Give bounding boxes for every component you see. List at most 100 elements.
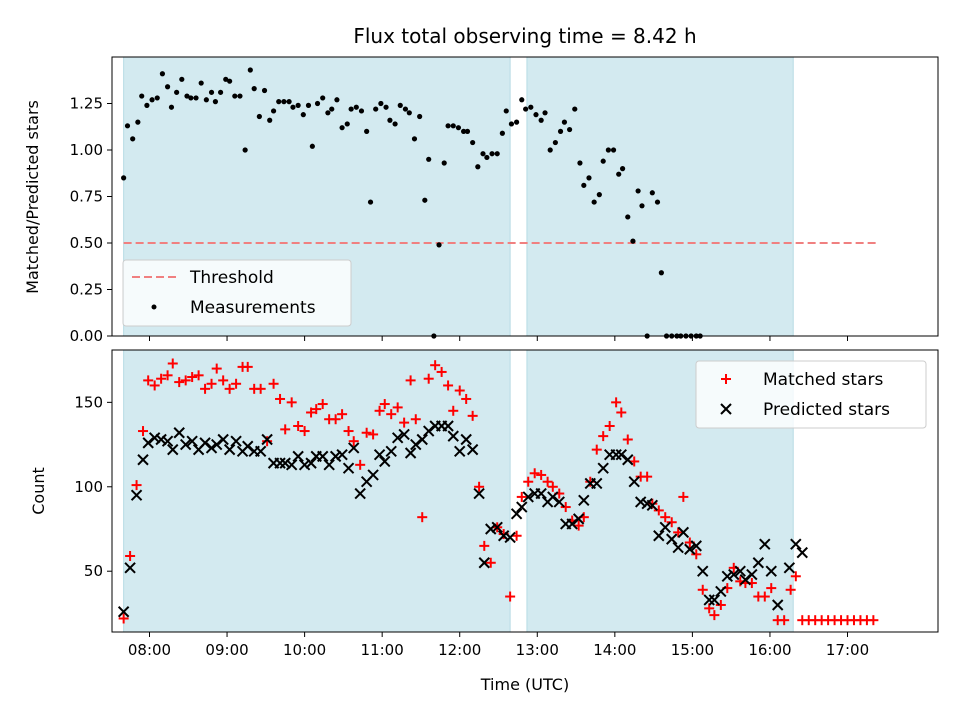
measurement-point: [121, 175, 127, 181]
matched-star-point: [868, 615, 879, 626]
y-tick-label: 0.25: [70, 281, 103, 299]
measurement-point: [276, 99, 282, 105]
measurement-point: [441, 160, 447, 166]
predicted-star-point: [223, 443, 236, 456]
matched-star-point: [348, 436, 359, 447]
legend-threshold-label: Threshold: [189, 268, 274, 288]
measurement-point: [566, 126, 573, 133]
predicted-star-point: [796, 546, 808, 559]
measurement-point: [135, 119, 141, 125]
matched-star-point: [790, 571, 801, 582]
matched-star-point: [647, 498, 658, 509]
matched-star-point: [306, 407, 317, 418]
measurement-point: [193, 95, 199, 101]
predicted-star-point: [385, 445, 397, 458]
matched-star-point: [766, 583, 777, 594]
matched-star-point: [709, 610, 720, 621]
measurement-point: [124, 123, 131, 129]
matched-star-point: [611, 397, 622, 408]
measurement-point: [339, 125, 345, 131]
matched-star-point: [374, 405, 385, 416]
predicted-star-point: [708, 594, 721, 606]
matched-star-point: [286, 397, 297, 408]
predicted-star-point: [205, 442, 218, 454]
measurement-point: [383, 104, 389, 110]
predicted-star-point: [316, 450, 329, 463]
measurement-point: [251, 86, 257, 92]
y-tick-label: 1.00: [70, 141, 103, 159]
measurement-point: [334, 97, 340, 103]
x-tick-label: 13:00: [516, 641, 559, 659]
matched-star-point: [598, 431, 609, 442]
predicted-star-point: [398, 428, 410, 441]
matched-star-point: [138, 426, 149, 437]
y-tick-label: 100: [74, 478, 103, 496]
matched-star-point: [224, 383, 235, 394]
predicted-star-point: [510, 508, 523, 520]
measurement-point: [499, 130, 505, 136]
measurement-point: [198, 80, 204, 86]
predicted-star-point: [391, 432, 404, 444]
measurement-point: [267, 117, 273, 123]
predicted-star-point: [759, 538, 771, 550]
measurement-point: [533, 112, 539, 118]
predicted-star-point: [124, 562, 136, 574]
matched-star-point: [379, 399, 390, 410]
measurement-point: [348, 106, 354, 112]
measurement-point: [600, 158, 606, 164]
observing-window-band: [526, 56, 794, 337]
matched-star-point: [143, 375, 154, 386]
predicted-star-point: [703, 594, 715, 606]
measurement-point: [159, 71, 166, 77]
predicted-star-point: [217, 433, 229, 446]
predicted-star-point: [279, 457, 291, 469]
matched-star-point: [443, 380, 454, 391]
predicted-star-point: [230, 435, 242, 447]
predicted-star-point: [161, 435, 174, 447]
predicted-star-point: [497, 530, 510, 542]
matched-star-point: [591, 444, 602, 455]
measurement-point: [610, 147, 617, 153]
predicted-star-point: [460, 433, 472, 446]
measurement-point: [256, 113, 262, 120]
predicted-star-point: [783, 562, 796, 574]
predicted-star-point: [478, 557, 490, 569]
matched-star-point: [536, 469, 547, 480]
matched-star-point: [255, 383, 266, 394]
predicted-star-point: [261, 433, 273, 446]
predicted-star-point: [373, 448, 386, 461]
count-panel: 50 100 150 08:00 09:00 10:00 11:00 12:00 13:00 1…: [29, 349, 939, 694]
matched-star-point: [430, 360, 441, 371]
matched-star-point: [785, 584, 796, 595]
measurement-point: [392, 121, 398, 127]
predicted-star-point: [666, 533, 678, 545]
predicted-star-point: [653, 530, 665, 542]
count-y-ticks: 50 100 150: [74, 393, 112, 580]
matched-star-point: [405, 375, 416, 386]
legend-predicted-swatch: [720, 403, 732, 415]
predicted-star-point: [728, 568, 740, 581]
matched-star-point: [511, 530, 522, 541]
y-tick-label: 150: [74, 393, 103, 411]
measurement-point: [508, 121, 515, 127]
y-tick-label: 50: [84, 562, 103, 580]
observing-window-band: [123, 349, 511, 633]
matched-star-point: [697, 584, 708, 595]
predicted-star-point: [454, 445, 466, 458]
x-tick-label: 10:00: [283, 641, 326, 659]
measurement-point: [149, 97, 155, 103]
measurement-point: [460, 128, 467, 134]
legend-matched-label: Matched stars: [763, 370, 883, 390]
predicted-star-point: [305, 457, 317, 469]
matched-star-point: [280, 424, 291, 435]
predicted-star-point: [442, 420, 454, 432]
matched-points: [118, 358, 879, 626]
measurement-point: [247, 67, 253, 73]
measurement-point: [503, 108, 509, 114]
matched-star-point: [653, 505, 664, 516]
measurement-point: [513, 119, 520, 125]
measurement-point: [188, 95, 194, 101]
predicted-star-point: [646, 499, 659, 512]
x-tick-label: 16:00: [748, 641, 791, 659]
predicted-star-point: [155, 433, 167, 446]
